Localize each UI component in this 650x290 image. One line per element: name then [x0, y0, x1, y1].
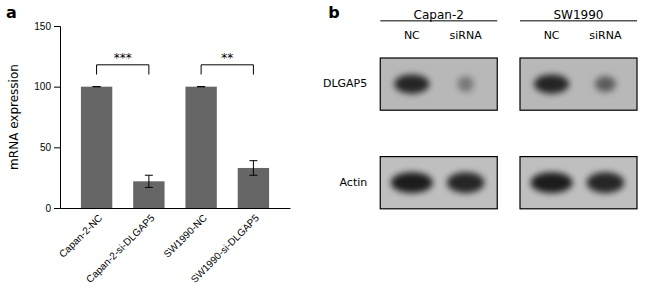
panel-label: b	[328, 3, 339, 22]
x-tick: Capan-2-NC	[57, 208, 104, 260]
x-axis-line	[61, 208, 291, 209]
y-tick: 150	[34, 21, 60, 32]
blot-border	[380, 58, 497, 110]
y-tick-mark	[54, 26, 60, 27]
y-tick: 100	[34, 81, 60, 92]
panel-label: a	[6, 3, 17, 22]
group-title: Capan-2	[414, 8, 464, 22]
error-bar	[249, 161, 257, 176]
y-tick-label: 0	[45, 203, 51, 214]
blot-band	[587, 172, 624, 193]
blot-band	[394, 75, 429, 94]
error-bar	[145, 175, 153, 187]
blot-box	[520, 157, 637, 209]
blot-box	[520, 58, 637, 110]
significance-bracket	[97, 65, 149, 75]
error-bar	[93, 86, 101, 87]
blot-border	[520, 157, 637, 209]
blot-box	[380, 58, 497, 110]
group-line	[380, 20, 497, 21]
blot-band	[595, 76, 616, 92]
x-tick-label: SW1990-NC	[161, 212, 208, 259]
error-bar	[197, 86, 205, 87]
x-tick-label: Capan-2-si-DLGAP5	[84, 212, 157, 285]
panel-a: Capan-2-NCCapan-2-si-DLGAP5SW1990-NCSW19…	[7, 21, 291, 285]
lane-label: NC	[404, 29, 420, 42]
significance-bracket	[201, 65, 253, 75]
group-title: SW1990	[553, 8, 603, 22]
x-tick-label: Capan-2-NC	[57, 212, 104, 259]
blot-band	[447, 172, 484, 193]
y-axis-line	[54, 27, 61, 209]
y-tick: 50	[40, 142, 60, 153]
blot-band	[391, 172, 433, 193]
blot-box	[380, 157, 497, 209]
panel-b: b Capan-2 NC siRNA SW1990 NC siRNA DLGAP5 Actin	[323, 3, 637, 209]
significance-label: ***	[114, 51, 132, 65]
row-label: Actin	[340, 176, 368, 189]
lane-label: NC	[544, 29, 560, 42]
lane-label: siRNA	[589, 29, 622, 42]
lane-label: siRNA	[450, 29, 483, 42]
blot-band	[531, 172, 573, 193]
bar	[81, 87, 112, 208]
plot-area	[81, 87, 269, 208]
y-tick-label: 100	[34, 81, 51, 92]
y-tick-label: 150	[34, 21, 51, 32]
y-tick-mark	[54, 208, 60, 209]
x-tick: Capan-2-si-DLGAP5	[84, 208, 157, 285]
y-axis-title: mRNA expression	[7, 64, 21, 170]
significance-label: **	[221, 51, 233, 65]
row-label: DLGAP5	[323, 77, 367, 90]
y-tick-label: 50	[40, 142, 52, 153]
x-axis: Capan-2-NCCapan-2-si-DLGAP5SW1990-NCSW19…	[57, 208, 291, 285]
bar	[185, 87, 216, 208]
y-tick: 0	[45, 203, 60, 214]
y-tick-mark	[54, 147, 60, 148]
group-line	[520, 20, 637, 21]
blot-band	[534, 75, 569, 94]
blot-band	[457, 76, 473, 92]
figure: Capan-2-NCCapan-2-si-DLGAP5SW1990-NCSW19…	[0, 0, 650, 290]
blot-border	[520, 58, 637, 110]
x-tick: SW1990-NC	[161, 208, 208, 260]
x-tick: SW1990-si-DLGAP5	[189, 208, 262, 285]
blot-border	[380, 157, 497, 209]
y-axis: 0 50 100 150	[34, 21, 60, 214]
y-tick-mark	[54, 87, 60, 88]
x-tick-label: SW1990-si-DLGAP5	[189, 212, 262, 285]
